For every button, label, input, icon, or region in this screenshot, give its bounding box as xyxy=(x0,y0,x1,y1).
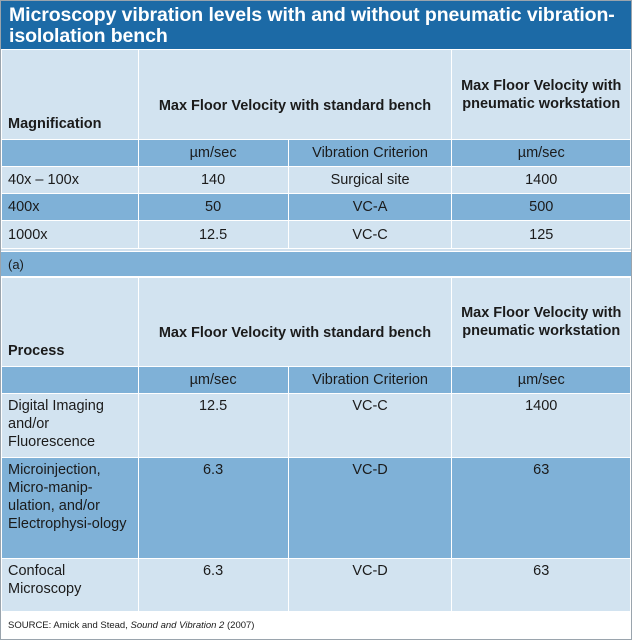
table-row: Digital Imaging and/or Fluorescence 12.5… xyxy=(1,393,631,458)
header-pneumatic-workstation: Max Floor Velocity with pneumatic workst… xyxy=(451,49,631,140)
pneumatic-velocity-cell: 1400 xyxy=(451,393,631,458)
header-process: Process xyxy=(1,277,139,367)
units-row: µm/sec Vibration Criterion µm/sec xyxy=(1,366,631,394)
units-blank xyxy=(1,139,139,167)
table-row: 400x 50 VC-A 500 xyxy=(1,193,631,221)
standard-velocity-cell: 6.3 xyxy=(137,558,289,612)
magnification-cell: 40x – 100x xyxy=(1,166,139,194)
standard-velocity-cell: 12.5 xyxy=(137,393,289,458)
standard-velocity-cell: 50 xyxy=(137,193,289,221)
standard-velocity-cell: 140 xyxy=(137,166,289,194)
source-prefix: SOURCE: Amick and Stead, xyxy=(8,620,131,631)
process-cell: Microinjection, Micro-manip-ulation, and… xyxy=(1,457,139,559)
units-criterion: Vibration Criterion xyxy=(287,366,453,394)
standard-velocity-cell: 12.5 xyxy=(137,220,289,249)
table-row: 40x – 100x 140 Surgical site 1400 xyxy=(1,166,631,194)
criterion-cell: VC-C xyxy=(287,220,453,249)
header-standard-bench: Max Floor Velocity with standard bench xyxy=(137,277,453,367)
source-journal: Sound and Vibration 2 xyxy=(130,620,225,631)
criterion-cell: Surgical site xyxy=(287,166,453,194)
magnification-cell: 400x xyxy=(1,193,139,221)
pneumatic-velocity-cell: 63 xyxy=(451,457,631,559)
table-header-row: Magnification Max Floor Velocity with st… xyxy=(1,49,631,140)
units-blank xyxy=(1,366,139,394)
criterion-cell: VC-C xyxy=(287,393,453,458)
source-note: SOURCE: Amick and Stead, Sound and Vibra… xyxy=(1,612,631,639)
process-cell: Digital Imaging and/or Fluorescence xyxy=(1,393,139,458)
table-row: 1000x 12.5 VC-C 125 xyxy=(1,220,631,249)
units-pneumatic: µm/sec xyxy=(451,366,631,394)
standard-velocity-cell: 6.3 xyxy=(137,457,289,559)
header-standard-bench: Max Floor Velocity with standard bench xyxy=(137,49,453,140)
pneumatic-velocity-cell: 63 xyxy=(451,558,631,612)
units-standard: µm/sec xyxy=(137,139,289,167)
magnification-cell: 1000x xyxy=(1,220,139,249)
units-row: µm/sec Vibration Criterion µm/sec xyxy=(1,139,631,167)
source-suffix: (2007) xyxy=(224,620,255,631)
process-table: Process Max Floor Velocity with standard… xyxy=(1,277,631,612)
pneumatic-velocity-cell: 125 xyxy=(451,220,631,249)
magnification-table: Magnification Max Floor Velocity with st… xyxy=(1,49,631,249)
pneumatic-velocity-cell: 1400 xyxy=(451,166,631,194)
pneumatic-velocity-cell: 500 xyxy=(451,193,631,221)
header-pneumatic-workstation: Max Floor Velocity with pneumatic workst… xyxy=(451,277,631,367)
table-row: Microinjection, Micro-manip-ulation, and… xyxy=(1,457,631,559)
process-cell: Confocal Microscopy xyxy=(1,558,139,612)
criterion-cell: VC-D xyxy=(287,558,453,612)
figure-title: Microscopy vibration levels with and wit… xyxy=(1,1,631,49)
table-header-row: Process Max Floor Velocity with standard… xyxy=(1,277,631,367)
table-caption: (a) xyxy=(1,251,631,277)
criterion-cell: VC-D xyxy=(287,457,453,559)
header-magnification: Magnification xyxy=(1,49,139,140)
table-row: Confocal Microscopy 6.3 VC-D 63 xyxy=(1,558,631,612)
units-pneumatic: µm/sec xyxy=(451,139,631,167)
units-standard: µm/sec xyxy=(137,366,289,394)
criterion-cell: VC-A xyxy=(287,193,453,221)
units-criterion: Vibration Criterion xyxy=(287,139,453,167)
